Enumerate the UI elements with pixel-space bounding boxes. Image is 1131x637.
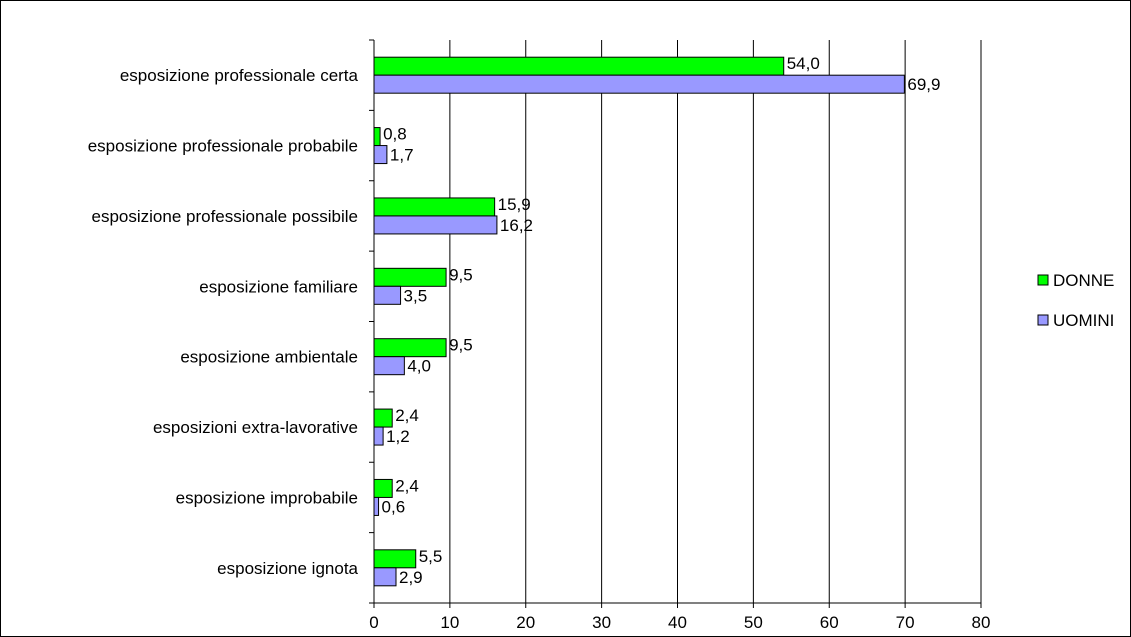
bar-uomini: [373, 356, 405, 376]
data-label-uomini: 1,7: [390, 146, 414, 165]
legend-label-donne: DONNE: [1053, 271, 1114, 290]
bar-uomini: [373, 285, 402, 305]
bar-donne: [373, 408, 393, 428]
data-label-donne: 54,0: [787, 54, 820, 73]
legend-swatch-donne: [1037, 274, 1049, 286]
bar-donne: [373, 127, 381, 147]
bar-uomini: [373, 426, 384, 446]
data-label-donne: 9,5: [449, 336, 473, 355]
category-label: esposizione ambientale: [180, 348, 358, 367]
x-tick-label: 0: [369, 613, 378, 632]
category-label: esposizione familiare: [199, 277, 358, 296]
bar-uomini: [373, 145, 388, 165]
x-tick-label: 60: [820, 613, 839, 632]
data-label-donne: 0,8: [383, 125, 407, 144]
data-label-uomini: 16,2: [500, 216, 533, 235]
x-tick-label: 70: [896, 613, 915, 632]
data-label-donne: 2,4: [395, 406, 419, 425]
x-tick-label: 80: [972, 613, 991, 632]
data-label-uomini: 69,9: [907, 75, 940, 94]
data-label-donne: 15,9: [498, 195, 531, 214]
bar-uomini: [373, 215, 498, 235]
bar-donne: [373, 549, 417, 569]
bar-donne: [373, 56, 785, 76]
legend: DONNE UOMINI: [1037, 271, 1114, 330]
axes: [369, 39, 982, 608]
category-label: esposizione improbabile: [176, 488, 358, 507]
x-tick-label: 10: [440, 613, 459, 632]
legend-label-uomini: UOMINI: [1053, 311, 1114, 330]
data-label-uomini: 0,6: [382, 497, 406, 516]
data-label-donne: 9,5: [449, 265, 473, 284]
data-label-uomini: 1,2: [386, 427, 410, 446]
data-label-uomini: 2,9: [399, 568, 423, 587]
bar-uomini: [373, 74, 905, 94]
legend-swatch-uomini: [1037, 314, 1049, 326]
labels: 54,0 69,9 esposizione professionale certa 0…: [88, 54, 991, 632]
data-label-donne: 5,5: [419, 547, 443, 566]
x-tick-label: 40: [668, 613, 687, 632]
category-label: esposizioni extra-lavorative: [153, 418, 358, 437]
bar-uomini: [373, 567, 397, 587]
bar-donne: [373, 338, 447, 358]
bar-donne: [373, 197, 496, 217]
category-label: esposizione ignota: [217, 559, 358, 578]
x-tick-label: 50: [744, 613, 763, 632]
data-label-uomini: 4,0: [407, 357, 431, 376]
category-label: esposizione professionale possibile: [92, 207, 359, 226]
category-label: esposizione professionale certa: [120, 66, 359, 85]
gridlines: [449, 40, 982, 603]
bar-donne: [373, 267, 447, 287]
bar-uomini: [373, 496, 380, 516]
category-label: esposizione professionale probabile: [88, 137, 358, 156]
bar-donne: [373, 478, 393, 498]
x-tick-label: 30: [592, 613, 611, 632]
data-label-donne: 2,4: [395, 476, 419, 495]
x-tick-label: 20: [516, 613, 535, 632]
bars: [373, 56, 905, 587]
data-label-uomini: 3,5: [404, 286, 428, 305]
